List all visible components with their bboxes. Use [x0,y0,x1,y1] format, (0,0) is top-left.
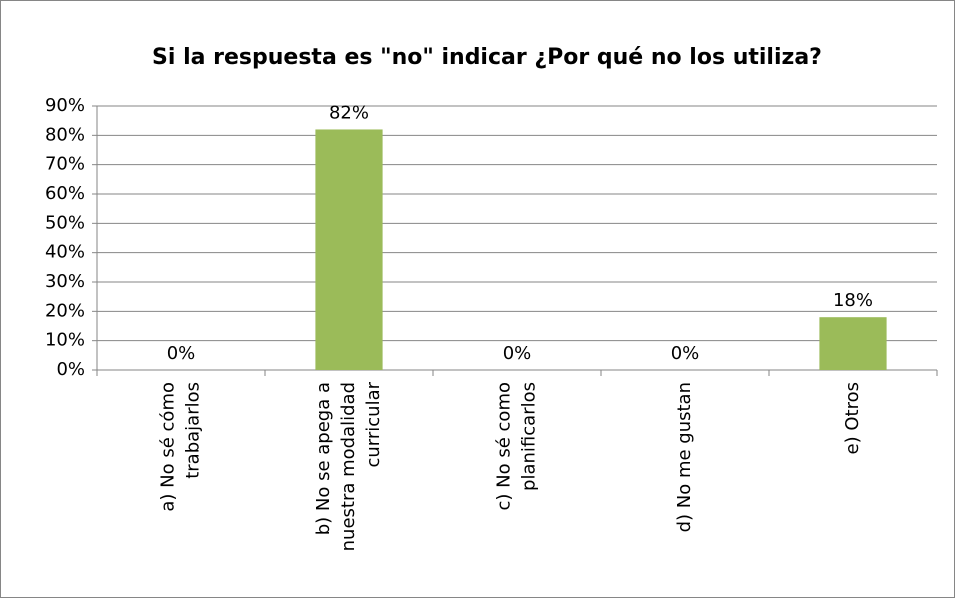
chart-title: Si la respuesta es "no" indicar ¿Por qué… [152,45,822,70]
x-tick-label: b) No se apega a nuestra modalidad curricu… [313,381,384,551]
data-label: 0% [503,343,532,364]
data-label: 0% [671,343,700,364]
data-label: 18% [833,290,873,311]
x-tick-label: c) No sé como planificarlos [494,382,540,510]
y-tick-label: 30% [45,271,85,292]
y-tick-label: 10% [45,330,85,351]
y-tick-label: 60% [45,183,85,204]
bar [315,129,383,370]
y-tick-label: 20% [45,300,85,321]
data-label: 82% [329,102,369,123]
y-tick-label: 70% [45,154,85,175]
bar [819,317,887,370]
y-tick-label: 0% [56,359,85,380]
y-tick-label: 90% [45,95,85,116]
x-tick-label: a) No sé cómo trabajarlos [158,382,204,512]
y-tick-label: 80% [45,124,85,145]
x-tick-label: e) Otros [842,382,863,454]
y-tick-label: 40% [45,242,85,263]
y-tick-label: 50% [45,212,85,233]
x-tick-label: d) No me gustan [674,382,695,532]
data-label: 0% [167,343,196,364]
